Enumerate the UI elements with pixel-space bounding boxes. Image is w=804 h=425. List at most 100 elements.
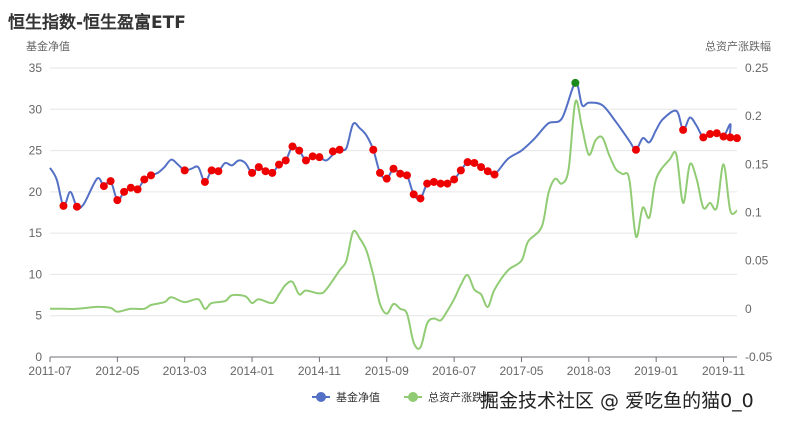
x-tick-label: 2012-05: [95, 364, 139, 378]
x-tick-label: 2019-11: [702, 364, 745, 378]
y-right-tick-label: -0.05: [745, 350, 773, 364]
y-left-tick-label: 30: [29, 102, 43, 116]
series-line-nav: [49, 81, 738, 210]
sell-marker[interactable]: [254, 163, 263, 172]
y-left-tick-label: 5: [35, 309, 42, 323]
sell-marker[interactable]: [631, 145, 640, 154]
y-right-axis-label: 总资产涨跌幅: [705, 39, 771, 53]
sell-marker[interactable]: [261, 167, 270, 176]
x-tick-label: 2016-07: [432, 364, 476, 378]
sell-marker[interactable]: [200, 177, 209, 186]
sell-marker[interactable]: [140, 175, 149, 184]
sell-marker[interactable]: [409, 190, 418, 199]
x-tick-label: 2011-07: [28, 364, 71, 378]
sell-marker[interactable]: [463, 158, 472, 167]
sell-marker[interactable]: [72, 202, 81, 211]
sell-marker[interactable]: [180, 166, 189, 175]
y-left-tick-label: 20: [29, 185, 43, 199]
return-series: [50, 99, 738, 350]
sell-marker[interactable]: [477, 163, 486, 172]
nav-series: [49, 81, 738, 210]
sell-marker[interactable]: [423, 179, 432, 188]
x-tick-label: 2018-03: [567, 364, 611, 378]
series-line-return: [50, 99, 738, 350]
sell-marker[interactable]: [126, 183, 135, 192]
y-left-tick-label: 25: [29, 144, 43, 158]
sell-marker[interactable]: [699, 133, 708, 142]
y-left-axis-label: 基金净值: [26, 39, 70, 53]
sell-marker[interactable]: [295, 146, 304, 155]
sell-marker[interactable]: [275, 160, 283, 169]
x-tick-label: 2014-11: [298, 364, 341, 378]
sell-marker[interactable]: [214, 167, 223, 176]
sell-marker[interactable]: [301, 156, 310, 165]
x-tick-label: 2013-03: [163, 364, 207, 378]
sell-marker[interactable]: [268, 168, 277, 177]
legend-item-1[interactable]: 总资产涨跌幅: [404, 390, 494, 404]
sell-marker[interactable]: [376, 168, 385, 177]
sell-marker[interactable]: [120, 187, 129, 196]
y-right-tick-label: 0.1: [745, 206, 762, 220]
y-right-tick-label: 0: [745, 302, 752, 316]
x-tick-label: 2015-09: [365, 364, 409, 378]
sell-marker[interactable]: [726, 133, 735, 142]
sell-marker[interactable]: [248, 168, 257, 177]
sell-marker[interactable]: [450, 175, 459, 184]
sell-marker[interactable]: [389, 164, 398, 173]
sell-marker[interactable]: [335, 145, 344, 154]
sell-marker[interactable]: [288, 142, 297, 151]
sell-marker[interactable]: [382, 174, 391, 183]
sell-marker[interactable]: [133, 185, 142, 194]
y-right-tick-label: 0.2: [745, 109, 762, 123]
trade-markers: [59, 78, 741, 211]
x-tick-label: 2017-05: [499, 364, 543, 378]
y-left-tick-label: 35: [29, 61, 43, 75]
sell-marker[interactable]: [328, 147, 337, 156]
sell-marker[interactable]: [679, 125, 688, 134]
legend-swatch-dot: [408, 392, 418, 402]
sell-marker[interactable]: [706, 130, 715, 139]
sell-marker[interactable]: [106, 177, 115, 186]
sell-marker[interactable]: [719, 132, 728, 141]
sell-marker[interactable]: [369, 145, 378, 154]
sell-marker[interactable]: [490, 170, 499, 179]
y-right-tick-label: 0.15: [745, 157, 769, 171]
sell-marker[interactable]: [443, 179, 452, 188]
buy-marker[interactable]: [571, 78, 580, 87]
legend: 基金净值 总资产涨跌幅: [312, 390, 494, 404]
sell-marker[interactable]: [207, 166, 216, 175]
sell-marker[interactable]: [308, 152, 317, 161]
y-left-tick-label: 15: [29, 226, 43, 240]
sell-marker[interactable]: [59, 201, 68, 210]
sell-marker[interactable]: [470, 158, 479, 167]
y-right-tick-label: 0.25: [745, 61, 769, 75]
sell-marker[interactable]: [113, 196, 122, 205]
sell-marker[interactable]: [416, 194, 425, 203]
legend-swatch-dot: [316, 392, 326, 402]
sell-marker[interactable]: [436, 179, 445, 188]
legend-item-0[interactable]: 基金净值: [312, 390, 380, 404]
sell-marker[interactable]: [281, 156, 290, 165]
sell-marker[interactable]: [456, 166, 465, 175]
grid-lines: [50, 67, 737, 358]
legend-label: 总资产涨跌幅: [428, 390, 494, 404]
sell-marker[interactable]: [396, 169, 405, 178]
legend-label: 基金净值: [336, 390, 380, 404]
watermark: 掘金技术社区 @ 爱吃鱼的猫0_0: [480, 390, 754, 412]
sell-marker[interactable]: [483, 167, 492, 176]
y-left-tick-label: 0: [35, 350, 42, 364]
sell-marker[interactable]: [733, 134, 741, 143]
sell-marker[interactable]: [99, 182, 108, 191]
chart-title: 恒生指数-恒生盈富ETF: [8, 13, 186, 33]
sell-marker[interactable]: [429, 177, 438, 186]
axes: 0 5 10 15 20 25 30 35 -0.05 0 0.05 0.1 0.15 0.2 0.25 20…: [28, 61, 772, 378]
y-left-tick-label: 10: [29, 267, 43, 281]
sell-marker[interactable]: [315, 153, 324, 162]
y-right-tick-label: 0.05: [745, 254, 769, 268]
x-tick-label: 2014-01: [230, 364, 274, 378]
sell-marker[interactable]: [402, 171, 411, 180]
sell-marker[interactable]: [712, 129, 721, 138]
x-tick-label: 2019-01: [634, 364, 678, 378]
sell-marker[interactable]: [147, 171, 156, 180]
